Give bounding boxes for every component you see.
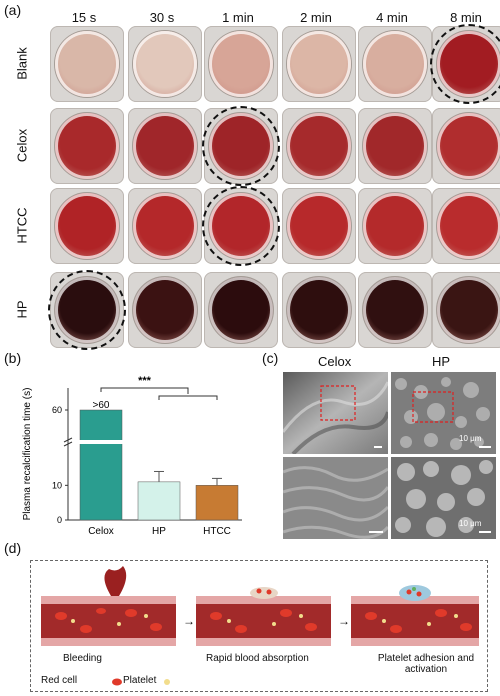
column-header: 1 min xyxy=(222,10,254,25)
row-header: Celox xyxy=(14,128,30,163)
axis-break xyxy=(63,441,73,447)
recalcification-chart: 0 10 60 Plasma recalcification time (s) >60 C… xyxy=(22,375,242,537)
well-image xyxy=(50,26,124,102)
column-header: 4 min xyxy=(376,10,408,25)
well-image xyxy=(358,188,432,264)
sem-celox-low xyxy=(283,372,388,454)
column-header: 2 min xyxy=(300,10,332,25)
well-image xyxy=(282,188,356,264)
panel-d-diagram: → → Bleeding Rapid blood absorption Plat… xyxy=(30,560,488,692)
x-tick-label: HP xyxy=(152,526,166,537)
well-image xyxy=(282,108,356,184)
bar-value-label: >60 xyxy=(93,400,110,411)
well-image xyxy=(204,272,278,348)
panel-b-label: (b) xyxy=(4,350,22,366)
row-header: HTCC xyxy=(14,207,30,244)
x-tick-label: Celox xyxy=(88,526,114,537)
platelet-legend-icon xyxy=(164,679,170,685)
legend-platelet-label: Platelet xyxy=(123,675,157,686)
highlight-circle xyxy=(202,106,280,186)
well-image xyxy=(128,188,202,264)
legend-red-cell-label: Red cell xyxy=(41,675,78,686)
well-image xyxy=(432,188,500,264)
significance-stars: *** xyxy=(138,375,152,387)
well-image xyxy=(50,188,124,264)
axis-break xyxy=(63,437,73,443)
y-tick-label: 0 xyxy=(57,515,62,525)
bar-hp xyxy=(137,481,181,521)
well-image xyxy=(282,272,356,348)
column-header: 15 s xyxy=(71,10,97,25)
sem-hp-low-scale-label: 10 μm xyxy=(459,434,482,443)
well-image xyxy=(282,26,356,102)
x-tick-label: HTCC xyxy=(203,526,231,537)
well-image xyxy=(204,26,278,102)
highlight-circle xyxy=(430,24,500,104)
well-image xyxy=(128,108,202,184)
vessel-platelet-activation xyxy=(351,585,479,646)
row-header: Blank xyxy=(14,47,30,80)
vessel-bleeding xyxy=(41,566,176,646)
highlight-circle xyxy=(48,270,126,350)
panel-a-label: (a) xyxy=(4,2,22,18)
y-tick-label: 60 xyxy=(52,405,62,415)
bar-break xyxy=(79,440,123,444)
bar-celox xyxy=(79,409,123,521)
well-image xyxy=(128,26,202,102)
sem-col-label-hp: HP xyxy=(432,354,451,369)
well-image xyxy=(358,272,432,348)
sem-celox-high xyxy=(283,457,388,539)
well-image xyxy=(432,108,500,184)
sem-hp-high: 10 μm xyxy=(391,457,496,539)
well-image xyxy=(50,108,124,184)
highlight-circle xyxy=(202,186,280,266)
panel-c-label: (c) xyxy=(262,350,279,366)
column-header: 30 s xyxy=(149,10,175,25)
panel-d-label: (d) xyxy=(4,540,22,556)
sem-col-label-celox: Celox xyxy=(318,354,352,369)
row-header: HP xyxy=(14,300,30,319)
y-axis-label: Plasma recalcification time (s) xyxy=(22,388,33,521)
well-image xyxy=(128,272,202,348)
vessel-absorption xyxy=(196,587,331,646)
step-label-activation: Platelet adhesion and activation xyxy=(377,653,475,675)
significance-bracket xyxy=(100,387,189,394)
well-image xyxy=(358,108,432,184)
sem-hp-high-scale-label: 10 μm xyxy=(459,519,482,528)
red-cell-legend-icon xyxy=(112,678,122,686)
well-image xyxy=(358,26,432,102)
significance-bracket xyxy=(158,395,218,400)
vessel-diagram: → → xyxy=(41,566,479,686)
sem-hp-low: 10 μm xyxy=(391,372,496,454)
arrow-2: → xyxy=(338,614,350,628)
step-label-absorption: Rapid blood absorption xyxy=(206,653,309,664)
bar-htcc xyxy=(195,485,239,521)
arrow-1: → xyxy=(183,614,195,628)
column-header: 8 min xyxy=(450,10,482,25)
well-image xyxy=(432,272,500,348)
step-label-bleeding: Bleeding xyxy=(63,653,102,664)
y-tick-label: 10 xyxy=(52,480,62,490)
